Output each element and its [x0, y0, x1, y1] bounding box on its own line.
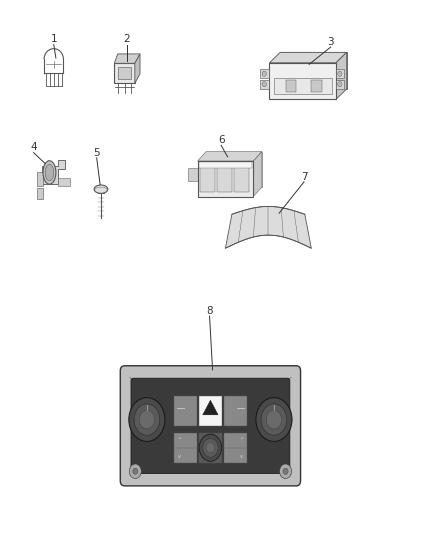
- Text: 4: 4: [30, 142, 37, 152]
- Text: ^: ^: [240, 437, 244, 442]
- Circle shape: [261, 404, 287, 435]
- Circle shape: [283, 468, 288, 474]
- Bar: [286, 80, 296, 92]
- Bar: [234, 166, 249, 192]
- Polygon shape: [269, 52, 347, 63]
- Polygon shape: [280, 52, 347, 89]
- Polygon shape: [198, 151, 262, 161]
- Bar: [200, 166, 215, 192]
- Bar: [269, 63, 336, 99]
- Bar: [199, 162, 251, 168]
- Ellipse shape: [45, 164, 54, 181]
- Bar: [199, 396, 222, 426]
- Bar: [188, 168, 198, 181]
- Bar: [274, 78, 332, 94]
- Circle shape: [266, 410, 282, 429]
- Circle shape: [279, 464, 292, 479]
- Bar: [118, 68, 131, 79]
- Circle shape: [338, 82, 342, 87]
- Polygon shape: [135, 54, 140, 83]
- Bar: [224, 433, 247, 463]
- Bar: [37, 173, 43, 185]
- Bar: [336, 79, 344, 89]
- Circle shape: [256, 398, 292, 441]
- Bar: [260, 79, 269, 89]
- Bar: [114, 63, 135, 83]
- Bar: [224, 396, 247, 426]
- Circle shape: [199, 434, 222, 462]
- Text: 2: 2: [124, 34, 130, 44]
- Bar: [174, 396, 197, 426]
- Text: ^: ^: [177, 437, 181, 442]
- Ellipse shape: [94, 185, 108, 193]
- Polygon shape: [336, 52, 347, 99]
- Bar: [217, 166, 232, 192]
- Bar: [311, 80, 322, 92]
- Circle shape: [262, 82, 266, 87]
- Polygon shape: [206, 151, 262, 187]
- Text: v: v: [240, 454, 243, 458]
- Text: 1: 1: [50, 34, 57, 44]
- Bar: [260, 69, 269, 78]
- Polygon shape: [253, 151, 262, 197]
- FancyBboxPatch shape: [120, 366, 300, 486]
- Circle shape: [129, 398, 165, 441]
- Text: 3: 3: [327, 37, 334, 47]
- Ellipse shape: [43, 161, 56, 184]
- Circle shape: [338, 71, 342, 76]
- Polygon shape: [114, 54, 140, 63]
- Bar: [336, 69, 344, 78]
- Text: 5: 5: [93, 148, 100, 158]
- FancyBboxPatch shape: [131, 378, 290, 473]
- Bar: [199, 433, 222, 463]
- Text: 7: 7: [300, 172, 307, 182]
- Circle shape: [203, 438, 218, 457]
- Circle shape: [133, 468, 138, 474]
- Polygon shape: [203, 400, 218, 415]
- Text: 6: 6: [218, 135, 224, 145]
- Polygon shape: [42, 160, 65, 184]
- Polygon shape: [226, 206, 311, 248]
- Circle shape: [262, 71, 266, 76]
- Bar: [58, 177, 70, 185]
- Text: 8: 8: [206, 306, 213, 316]
- Circle shape: [206, 442, 215, 453]
- Bar: [37, 188, 43, 199]
- Circle shape: [134, 404, 160, 435]
- Circle shape: [139, 410, 155, 429]
- Bar: [174, 433, 197, 463]
- Circle shape: [129, 464, 141, 479]
- Text: v: v: [178, 454, 181, 458]
- Bar: [198, 161, 253, 197]
